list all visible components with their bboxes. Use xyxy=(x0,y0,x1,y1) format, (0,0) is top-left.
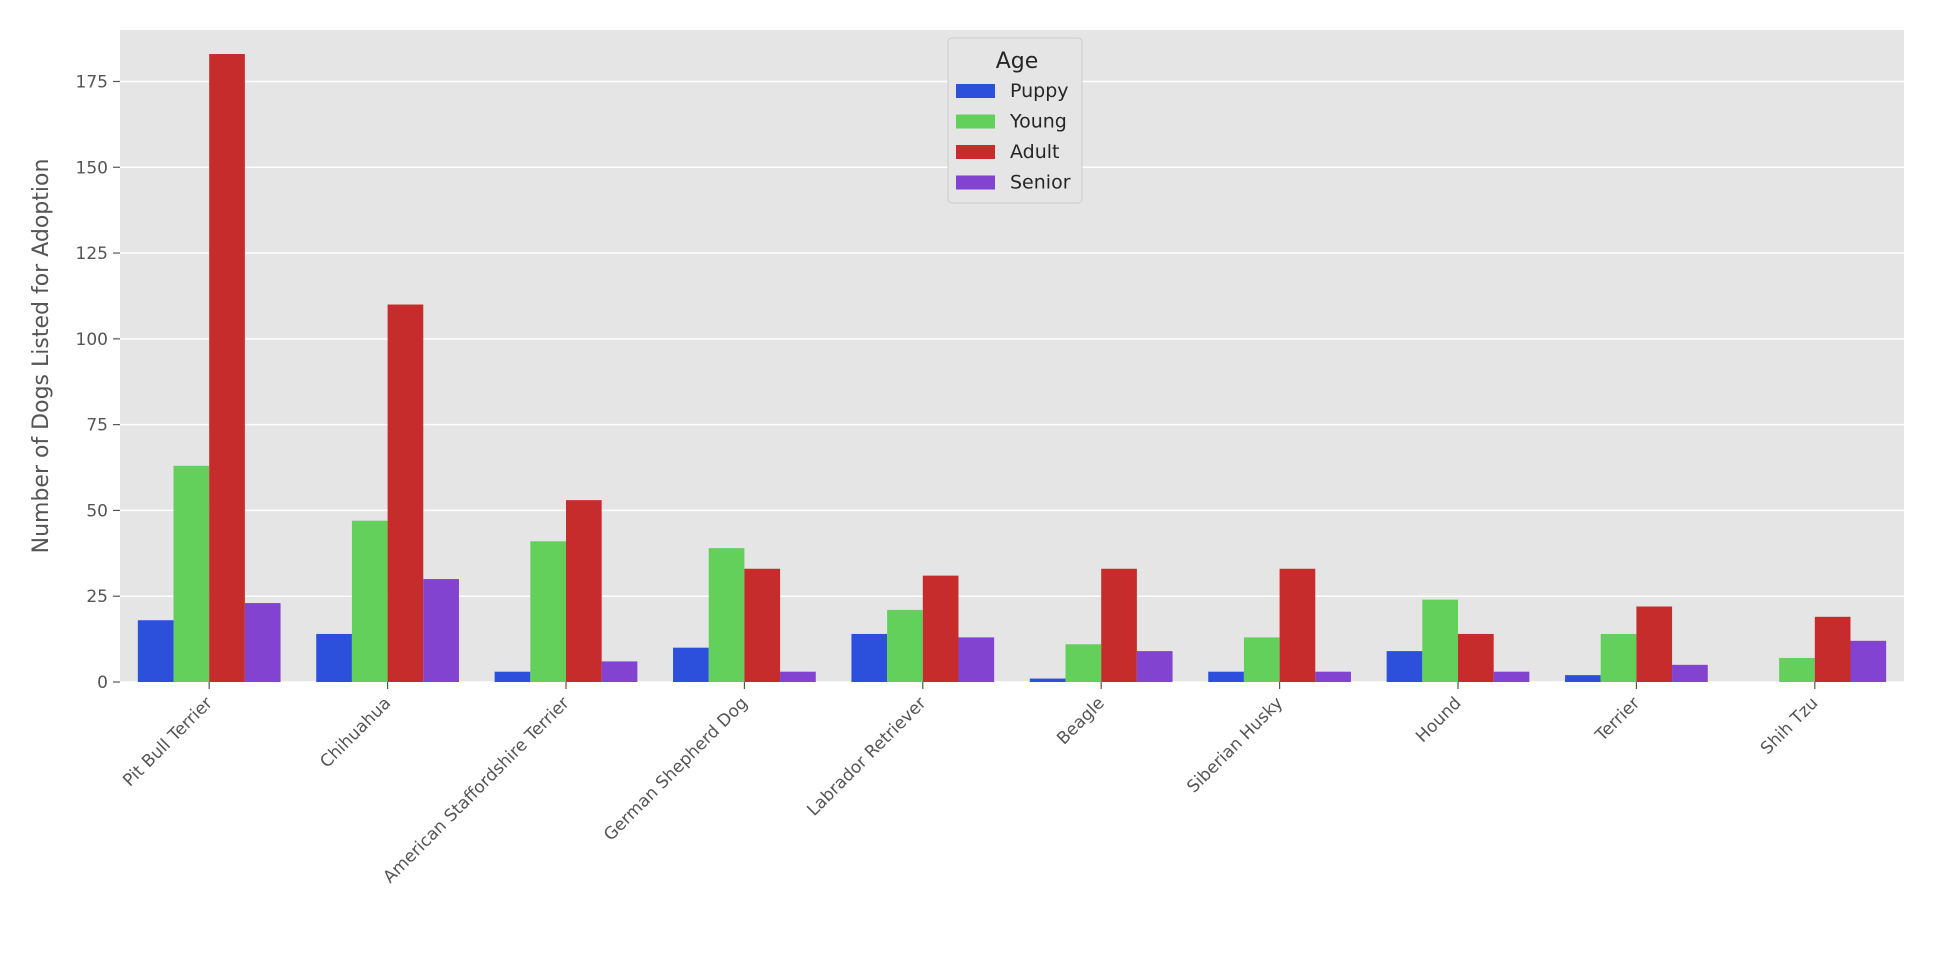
y-tick-label: 125 xyxy=(76,244,108,264)
bar-adult-beagle xyxy=(1101,568,1137,682)
x-tick-label: Siberian Husky xyxy=(1183,693,1287,797)
y-axis-label: Number of Dogs Listed for Adoption xyxy=(29,159,54,554)
bar-adult-siberian-husky xyxy=(1279,568,1316,682)
legend-title: Age xyxy=(996,49,1039,74)
bar-senior-american-staffordshire-terrier xyxy=(601,661,638,682)
bar-adult-labrador-retriever xyxy=(922,575,959,682)
bar-senior-chihuahua xyxy=(423,579,459,682)
bar-young-german-shepherd-dog xyxy=(708,548,745,682)
bar-young-chihuahua xyxy=(351,520,388,682)
y-tick-label: 100 xyxy=(76,330,108,350)
bar-young-labrador-retriever xyxy=(887,609,923,682)
bar-adult-terrier xyxy=(1636,606,1673,682)
bar-puppy-chihuahua xyxy=(316,633,352,682)
y-tick-label: 75 xyxy=(86,416,108,436)
legend-label-senior: Senior xyxy=(1010,172,1071,194)
x-tick-label: Shih Tzu xyxy=(1757,693,1822,758)
legend-swatch-adult xyxy=(956,145,995,159)
legend-box xyxy=(947,37,1083,204)
x-tick-label: American Staffordshire Terrier xyxy=(379,693,573,887)
x-tick-label: German Shepherd Dog xyxy=(600,693,752,845)
y-tick-label: 0 xyxy=(97,673,108,693)
legend-label-adult: Adult xyxy=(1010,141,1060,163)
bar-senior-shih-tzu xyxy=(1850,640,1887,682)
legend-label-young: Young xyxy=(1009,111,1067,133)
bar-adult-hound xyxy=(1458,633,1494,682)
legend-swatch-young xyxy=(956,114,995,129)
bar-young-shih-tzu xyxy=(1779,657,1815,682)
bar-young-terrier xyxy=(1600,633,1637,682)
y-tick-label: 50 xyxy=(86,501,108,521)
bar-young-pit-bull-terrier xyxy=(173,465,210,682)
legend: Age Puppy Young Adult Senior xyxy=(947,37,1083,204)
bar-senior-pit-bull-terrier xyxy=(244,603,281,682)
bar-young-beagle xyxy=(1065,644,1102,682)
x-tick-label: Pit Bull Terrier xyxy=(119,693,216,790)
bar-senior-siberian-husky xyxy=(1315,671,1351,682)
legend-swatch-senior xyxy=(956,175,995,190)
y-axis: 0 25 50 75 100 125 150 175 xyxy=(76,72,120,693)
x-tick-label: Beagle xyxy=(1053,693,1109,749)
y-tick-label: 150 xyxy=(76,158,108,178)
bar-adult-shih-tzu xyxy=(1814,616,1851,682)
bar-puppy-beagle xyxy=(1029,678,1066,682)
legend-label-puppy: Puppy xyxy=(1010,80,1069,102)
bar-adult-german-shepherd-dog xyxy=(744,568,781,682)
bar-young-american-staffordshire-terrier xyxy=(530,541,566,682)
y-tick-label: 25 xyxy=(86,587,108,607)
bar-adult-pit-bull-terrier xyxy=(209,54,245,682)
bar-young-siberian-husky xyxy=(1243,637,1280,682)
bar-adult-american-staffordshire-terrier xyxy=(566,500,602,682)
bar-senior-labrador-retriever xyxy=(958,637,995,682)
x-tick-label: Terrier xyxy=(1591,693,1644,746)
bar-senior-beagle xyxy=(1136,651,1173,682)
x-tick-label: Labrador Retriever xyxy=(803,693,930,820)
y-tick-label: 175 xyxy=(76,72,108,92)
bar-puppy-terrier xyxy=(1565,675,1601,682)
bar-puppy-siberian-husky xyxy=(1208,671,1244,682)
bar-puppy-hound xyxy=(1386,651,1423,682)
legend-swatch-puppy xyxy=(956,84,995,98)
bar-senior-hound xyxy=(1493,671,1530,682)
bar-puppy-pit-bull-terrier xyxy=(137,620,174,682)
bar-senior-terrier xyxy=(1672,664,1708,682)
bar-puppy-american-staffordshire-terrier xyxy=(494,671,531,682)
bar-adult-chihuahua xyxy=(387,304,424,682)
bar-puppy-german-shepherd-dog xyxy=(673,647,709,682)
bar-senior-german-shepherd-dog xyxy=(780,671,816,682)
bar-puppy-labrador-retriever xyxy=(851,633,888,682)
x-tick-label: Hound xyxy=(1412,693,1465,746)
bars xyxy=(137,54,1887,682)
x-tick-label: Chihuahua xyxy=(316,693,395,772)
bar-young-hound xyxy=(1422,599,1458,682)
